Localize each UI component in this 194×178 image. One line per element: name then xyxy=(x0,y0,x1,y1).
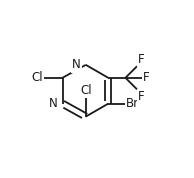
Text: F: F xyxy=(138,90,144,103)
Text: Cl: Cl xyxy=(31,71,43,84)
Text: Br: Br xyxy=(126,97,139,110)
Text: F: F xyxy=(143,71,149,84)
Text: N: N xyxy=(48,97,57,110)
Text: N: N xyxy=(72,58,81,71)
Text: Cl: Cl xyxy=(80,84,92,97)
Text: F: F xyxy=(138,53,144,66)
